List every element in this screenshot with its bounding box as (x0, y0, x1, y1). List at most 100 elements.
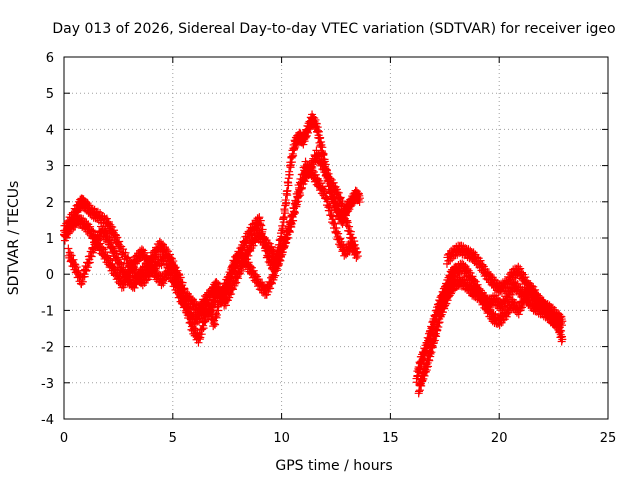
data-point (121, 248, 130, 257)
data-point (414, 387, 423, 396)
data-point (432, 332, 441, 341)
series-track-3 (64, 146, 360, 347)
data-point (329, 212, 338, 221)
data-point (282, 235, 291, 244)
data-point (64, 244, 73, 253)
data-point (103, 231, 112, 240)
data-point (246, 262, 255, 271)
data-point (312, 119, 321, 128)
y-tick-label: -3 (41, 377, 54, 392)
data-point (171, 264, 180, 273)
data-point (425, 356, 434, 365)
data-point (418, 376, 427, 385)
data-point (290, 209, 299, 218)
y-tick-label: 4 (46, 123, 54, 138)
data-point (476, 289, 485, 298)
data-point (199, 324, 208, 333)
series-track-1 (60, 110, 364, 319)
data-point (212, 310, 221, 319)
data-point (179, 295, 188, 304)
data-point (251, 270, 260, 279)
data-point (211, 320, 220, 329)
data-point (172, 272, 181, 281)
data-point (285, 170, 294, 179)
data-point (341, 209, 350, 218)
data-point (463, 264, 472, 273)
data-point (324, 169, 333, 178)
data-point (323, 195, 332, 204)
data-point (308, 163, 317, 172)
data-point (332, 227, 341, 236)
data-point (325, 203, 334, 212)
data-point (234, 274, 243, 283)
data-point (278, 248, 287, 257)
axis-ticks: 0 5 10 15 20 25 -4 -3 -2 -1 0 1 2 3 4 5 6 (41, 51, 616, 446)
data-point (468, 272, 477, 281)
data-point (280, 213, 289, 222)
data-point (282, 198, 291, 207)
x-tick-label: 15 (382, 431, 399, 446)
data-point (283, 186, 292, 195)
data-point (504, 308, 513, 317)
y-tick-label: -2 (41, 341, 54, 356)
data-point (355, 194, 364, 203)
grid (64, 57, 608, 419)
data-point (84, 259, 93, 268)
data-point (519, 299, 528, 308)
data-point (196, 333, 205, 342)
data-point (190, 324, 199, 333)
series-track-4 (412, 259, 565, 387)
data-point (273, 262, 282, 271)
data-point (518, 268, 527, 277)
data-point (313, 126, 322, 135)
x-tick-label: 25 (600, 431, 617, 446)
y-tick-label: 5 (46, 87, 54, 102)
data-point (429, 338, 438, 347)
data-point (80, 272, 89, 281)
data-point (336, 234, 345, 243)
y-tick-label: 1 (46, 232, 54, 247)
data-point (257, 221, 266, 230)
data-point (478, 260, 487, 269)
chart-title: Day 013 of 2026, Sidereal Day-to-day VTE… (52, 21, 615, 37)
data-point (284, 181, 293, 190)
data-point (174, 281, 183, 290)
data-point (183, 303, 192, 312)
y-tick-label: -4 (41, 413, 54, 428)
data-point (105, 236, 114, 245)
data-point (338, 199, 347, 208)
y-tick-label: 0 (46, 268, 54, 283)
y-tick-label: 3 (46, 160, 54, 175)
data-point (86, 222, 95, 231)
data-point (110, 226, 119, 235)
data-point (87, 252, 96, 261)
data-point (516, 304, 525, 313)
data-point (178, 288, 187, 297)
data-point (321, 164, 330, 173)
data-point (350, 240, 359, 249)
data-point (558, 317, 567, 326)
data-point (348, 233, 357, 242)
data-point (417, 381, 426, 390)
data-point (119, 283, 128, 292)
x-axis-label: GPS time / hours (275, 458, 392, 474)
y-tick-label: -1 (41, 304, 54, 319)
data-point (230, 279, 239, 288)
data-point (211, 298, 220, 307)
data-point (343, 218, 352, 227)
data-point (316, 133, 325, 142)
data-points (60, 110, 567, 398)
data-point (421, 367, 430, 376)
y-tick-label: 6 (46, 51, 54, 66)
data-point (201, 316, 210, 325)
data-point (161, 275, 170, 284)
data-point (428, 343, 437, 352)
data-point (289, 151, 298, 160)
data-point (514, 310, 523, 319)
data-point (353, 252, 362, 261)
y-axis-label: SDTVAR / TECUs (6, 181, 22, 296)
data-point (235, 268, 244, 277)
data-point (346, 227, 355, 236)
data-point (434, 319, 443, 328)
x-tick-label: 20 (491, 431, 508, 446)
